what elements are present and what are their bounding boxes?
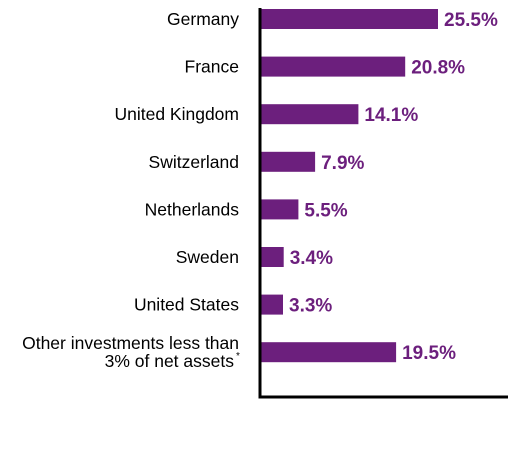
category-label-4: Netherlands [145,199,240,219]
footnote-marker: * [236,351,240,362]
bar-3 [260,151,316,172]
bar-6 [260,294,283,315]
category-label-1: France [185,57,239,77]
value-label-2: 14.1% [364,105,418,126]
value-label-0: 25.5% [444,10,498,31]
bar-2 [260,104,359,125]
bar-1 [260,56,406,77]
category-label-6: United States [134,295,239,315]
bar-4 [260,199,299,220]
value-label-7: 19.5% [402,343,456,364]
value-label-6: 3.3% [289,296,332,317]
category-label-7-line-1: 3% of net assets [105,351,235,371]
bar-7 [260,342,397,363]
category-labels-group: Germany France United Kingdom Switzerland Ne… [22,9,240,371]
value-label-4: 5.5% [304,200,347,221]
bar-0 [260,9,438,29]
category-label-0: Germany [167,9,239,29]
category-label-5: Sweden [176,247,239,267]
value-label-5: 3.4% [290,248,333,269]
category-label-2: United Kingdom [114,104,239,124]
bar-5 [260,247,284,267]
bars-group [260,9,438,363]
category-label-7-line-0: Other investments less than [22,333,239,353]
category-label-3: Switzerland [149,152,239,172]
value-label-1: 20.8% [411,58,465,79]
value-label-3: 7.9% [321,153,364,174]
value-labels-group: 25.5% 20.8% 14.1% 7.9% 5.5% 3.4% 3.3% 19.5% [289,10,498,364]
